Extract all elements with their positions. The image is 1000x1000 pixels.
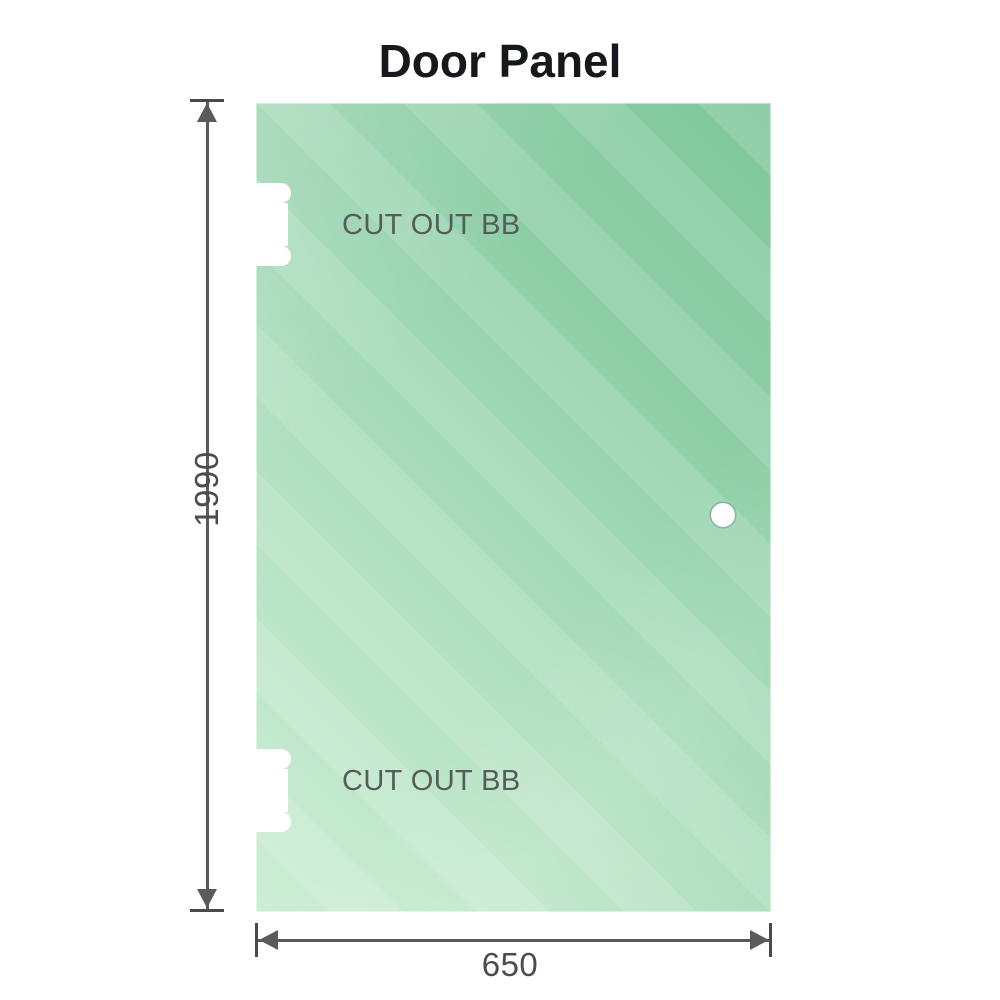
width-arrow-left xyxy=(259,930,278,950)
height-dimension-label: 1990 xyxy=(188,451,225,527)
page-title: Door Panel xyxy=(378,35,622,87)
cutout-label-top: CUT OUT BB xyxy=(342,209,521,241)
width-extension-tick-left xyxy=(255,923,258,957)
width-arrow-right xyxy=(750,930,769,950)
panel-glass-surface xyxy=(256,103,771,912)
cutout-notch-top xyxy=(255,182,301,267)
width-extension-tick-right xyxy=(769,923,772,957)
height-extension-tick-top xyxy=(190,99,224,102)
width-dimension-label: 650 xyxy=(481,946,539,983)
height-arrow-top xyxy=(197,103,217,122)
handle-hole xyxy=(711,503,735,527)
height-arrow-bottom xyxy=(197,889,217,908)
height-extension-tick-bottom xyxy=(190,909,224,912)
cutout-notch-bottom xyxy=(255,748,301,833)
cutout-label-bottom: CUT OUT BB xyxy=(342,765,521,797)
width-dimension-line xyxy=(256,939,772,942)
height-dimension-line xyxy=(206,100,209,912)
